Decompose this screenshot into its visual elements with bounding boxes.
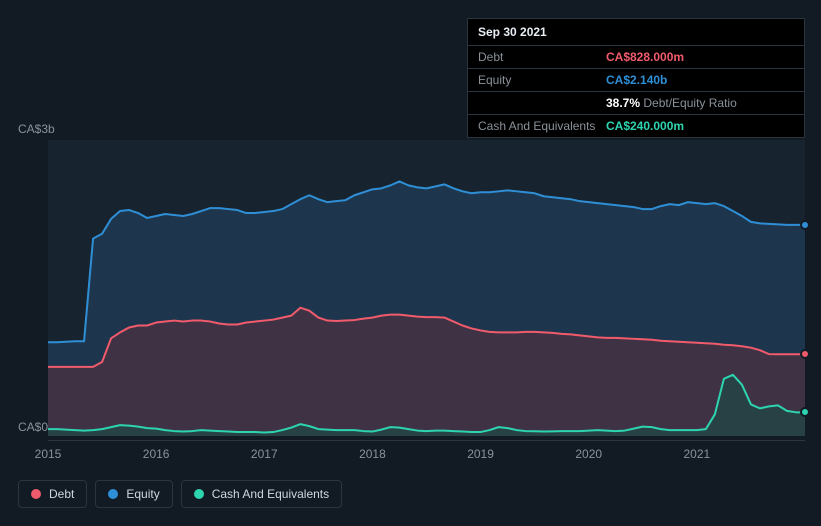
series-end-dot	[800, 349, 810, 359]
legend-item[interactable]: Debt	[18, 480, 87, 508]
tooltip-row: EquityCA$2.140b	[468, 69, 804, 92]
series-end-dot	[800, 407, 810, 417]
tooltip-row: DebtCA$828.000m	[468, 46, 804, 69]
tooltip-row-label: Debt	[478, 50, 606, 64]
tooltip-row-label: Equity	[478, 73, 606, 87]
x-axis-tick: 2019	[467, 447, 494, 461]
legend-item[interactable]: Cash And Equivalents	[181, 480, 342, 508]
tooltip-row: Cash And EquivalentsCA$240.000m	[468, 115, 804, 137]
legend-item[interactable]: Equity	[95, 480, 172, 508]
tooltip-row: 38.7% Debt/Equity Ratio	[468, 92, 804, 115]
legend-label: Equity	[126, 487, 159, 501]
x-axis-tick: 2021	[683, 447, 710, 461]
legend-label: Cash And Equivalents	[212, 487, 329, 501]
legend-label: Debt	[49, 487, 74, 501]
chart-tooltip: Sep 30 2021 DebtCA$828.000mEquityCA$2.14…	[467, 18, 805, 138]
tooltip-row-value: CA$240.000m	[606, 119, 794, 133]
x-axis-tick: 2015	[35, 447, 62, 461]
y-axis-label-min: CA$0	[18, 420, 48, 434]
tooltip-row-value: 38.7% Debt/Equity Ratio	[606, 96, 794, 110]
tooltip-row-label	[478, 96, 606, 110]
tooltip-date: Sep 30 2021	[468, 19, 804, 46]
x-axis-tick: 2017	[251, 447, 278, 461]
y-axis-label-max: CA$3b	[18, 122, 55, 136]
x-axis-tick: 2020	[575, 447, 602, 461]
tooltip-row-label: Cash And Equivalents	[478, 119, 606, 133]
x-axis-tick: 2018	[359, 447, 386, 461]
tooltip-row-value: CA$828.000m	[606, 50, 794, 64]
series-end-dot	[800, 220, 810, 230]
x-axis-tick: 2016	[143, 447, 170, 461]
legend: Debt Equity Cash And Equivalents	[18, 480, 342, 508]
chart-svg	[48, 140, 805, 436]
tooltip-row-value: CA$2.140b	[606, 73, 794, 87]
chart-plot-area	[48, 140, 805, 436]
x-axis: 2015201620172018201920202021	[48, 440, 805, 460]
legend-swatch	[31, 489, 41, 499]
legend-swatch	[194, 489, 204, 499]
legend-swatch	[108, 489, 118, 499]
